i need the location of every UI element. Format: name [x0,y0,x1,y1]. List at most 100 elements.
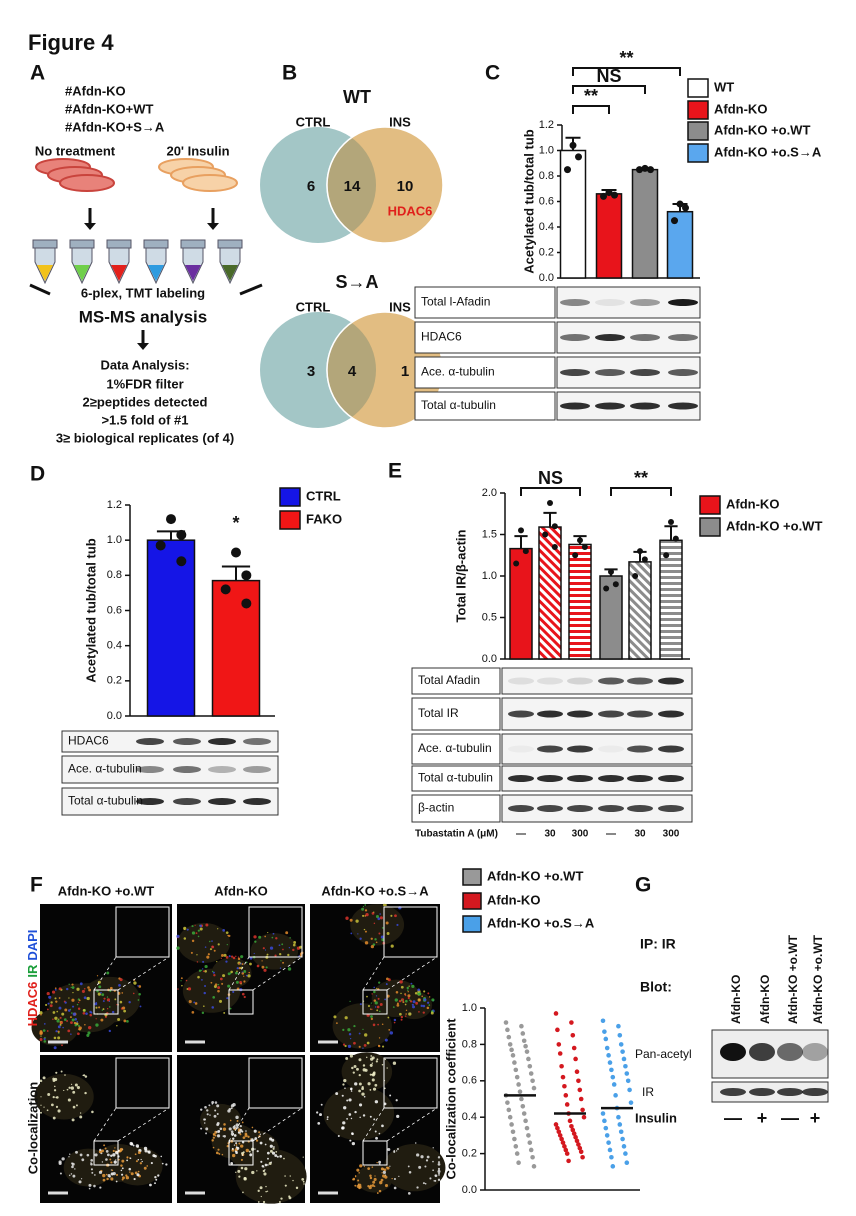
speckle [392,1006,395,1008]
speckle [69,1153,71,1155]
speckle [317,1121,321,1125]
speckle [72,1012,77,1016]
speckle [245,974,248,977]
blot-band [508,710,534,718]
speckle [201,968,204,970]
speckle [139,1005,142,1008]
speckle [272,1147,275,1150]
speckle [354,1184,357,1187]
speckle [186,928,189,931]
speckle [154,1176,157,1179]
blot-band [598,677,624,685]
data-point [628,1100,634,1105]
speckle [225,931,229,934]
speckle [101,993,105,997]
blot-label: β-actin [418,801,454,815]
tube-cap [180,239,206,249]
speckle [421,995,423,998]
speckle [240,1158,243,1161]
speckle [115,1180,118,1183]
data-point [530,1078,535,1084]
speckle [438,1172,440,1175]
speckle [434,1179,437,1182]
venn-count: 14 [344,178,361,195]
speckle [206,1113,209,1116]
speckle [354,1082,358,1086]
speckle [59,1023,62,1026]
speckle [265,1185,267,1188]
legend-swatch [699,517,721,537]
speckle [217,1130,220,1134]
speckle [358,1089,361,1093]
speckle [212,996,216,999]
blot-band [658,745,684,753]
speckle [117,1018,121,1022]
data-point [505,1100,510,1105]
speckle [236,1120,239,1122]
cell [350,904,405,946]
speckle [262,1200,266,1204]
speckle [378,1010,381,1013]
speckle [378,1037,381,1039]
speckle [64,1008,68,1012]
data-point [166,514,176,525]
speckle [415,1001,419,1005]
data-point [574,1138,580,1144]
blot-band [508,775,534,782]
speckle [225,955,229,959]
speckle [181,984,183,987]
speckle [55,1000,58,1003]
y-axis-label: Acetylated tub/total tub [83,538,98,683]
speckle [349,1054,353,1058]
speckle [206,955,210,959]
speckle [63,1018,67,1021]
y-tick-label: 1.2 [539,119,554,131]
speckle [346,1118,348,1120]
speckle [364,915,367,917]
venn-overlap [326,312,376,428]
speckle [375,1136,378,1140]
speckle [230,1161,234,1165]
speckle [130,1142,134,1146]
speckle [335,1092,339,1095]
speckle [83,987,86,990]
speckle [418,1165,422,1169]
speckle [110,1177,114,1181]
speckle [204,985,207,987]
speckle [426,1006,430,1010]
speckle [373,999,377,1002]
tube-tip [37,265,53,281]
speckle [407,1165,410,1168]
speckle [200,1127,203,1130]
speckle [361,907,365,911]
venn-set-label: CTRL [296,114,331,129]
speckle [71,998,75,1002]
legend-swatch [279,487,301,507]
speckle [228,934,231,938]
speckle [372,1087,377,1091]
speckle [91,1171,94,1174]
legend-swatch [462,915,482,933]
speckle [251,1126,254,1129]
speckle [52,1096,55,1099]
speckle [235,1171,237,1174]
speckle [82,1011,86,1015]
data-point [620,1136,625,1142]
speckle [256,1170,258,1172]
speckle [46,1008,49,1011]
speckle [228,955,231,958]
speckle [119,978,123,982]
speckle [101,1149,105,1153]
stain-word: HDAC6 [25,982,40,1027]
blot-band [630,299,660,306]
data-point [623,1063,628,1069]
speckle [389,1031,394,1035]
speckle [236,1126,239,1129]
speckle [382,903,386,907]
speckle [211,970,214,973]
speckle [197,929,200,932]
data-point [572,552,579,559]
speckle [261,960,263,962]
speckle [372,1180,376,1184]
speckle [78,999,81,1002]
